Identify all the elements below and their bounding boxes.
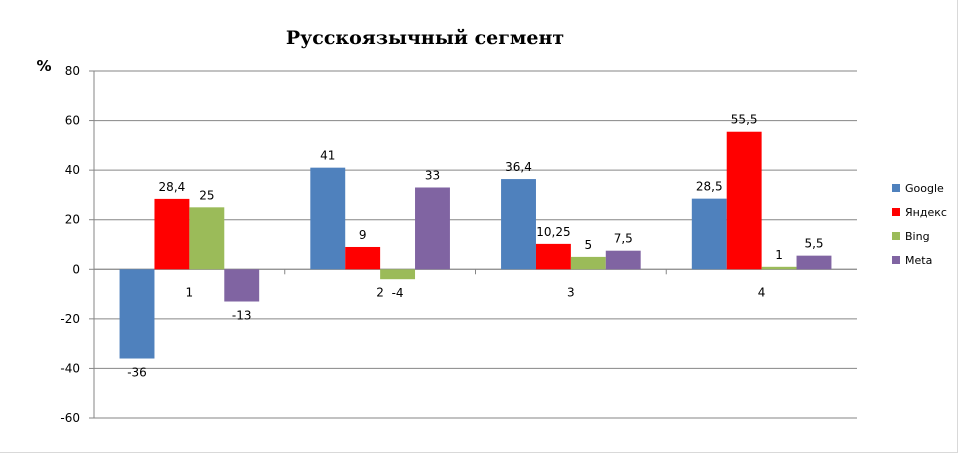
y-tick-label: 60	[65, 114, 80, 128]
bar-яндекс	[535, 243, 571, 270]
legend-label: Meta	[905, 254, 932, 267]
data-label: 41	[320, 149, 335, 163]
data-label: -36	[127, 366, 147, 380]
data-label: -13	[232, 309, 252, 323]
bar-meta	[224, 269, 260, 302]
data-label: 5,5	[804, 237, 823, 251]
legend-swatch	[892, 256, 900, 264]
data-label: 7,5	[614, 232, 633, 246]
y-tick-label: -40	[60, 361, 80, 375]
y-tick-label: -20	[60, 312, 80, 326]
y-axis-ticks: 80 60 40 20 0 -20 -40 -60	[60, 64, 80, 425]
y-axis-label: %	[36, 57, 51, 75]
data-label: -4	[392, 286, 404, 300]
y-tick-label: 20	[65, 213, 80, 227]
x-tick-label: 3	[567, 285, 575, 299]
data-label: 55,5	[731, 113, 758, 127]
data-label: 1	[775, 248, 783, 262]
bar-яндекс	[726, 131, 762, 270]
bar-google	[501, 179, 536, 270]
legend-swatch	[892, 208, 900, 216]
data-label: 28,4	[159, 180, 186, 194]
data-label: 25	[199, 188, 214, 202]
data-label: 33	[425, 168, 440, 182]
legend-label: Яндекс	[905, 206, 947, 219]
x-tick-label: 1	[186, 285, 194, 299]
data-label: 36,4	[505, 160, 532, 174]
legend-swatch	[892, 184, 900, 192]
bar-google	[310, 167, 346, 270]
data-label: 5	[585, 238, 593, 252]
legend: Google Яндекс Bing Meta	[892, 182, 947, 267]
legend-label: Bing	[905, 230, 930, 243]
data-label: 10,25	[536, 225, 570, 239]
legend-label: Google	[905, 182, 944, 195]
y-tick-label: 0	[72, 262, 80, 276]
bar-meta	[605, 250, 641, 270]
bar-meta	[415, 187, 450, 270]
x-tick-label: 4	[758, 285, 766, 299]
data-label: 9	[359, 228, 367, 242]
y-tick-label: 80	[65, 64, 80, 78]
bar-яндекс	[154, 198, 190, 270]
bar-google	[691, 198, 727, 270]
bar-bing	[570, 256, 606, 270]
bar-bing	[380, 269, 416, 280]
legend-swatch	[892, 232, 900, 240]
bar-яндекс	[345, 246, 381, 270]
y-tick-label: 40	[65, 163, 80, 177]
x-tick-label: 2	[376, 285, 384, 299]
bar-bing	[189, 207, 225, 270]
chart-title: Русскоязычный сегмент	[286, 27, 564, 49]
bar-meta	[796, 255, 832, 270]
y-tick-label: -60	[60, 411, 80, 425]
data-label: 28,5	[696, 180, 723, 194]
bar-bing	[761, 266, 797, 270]
bar-google	[119, 269, 155, 359]
bars	[119, 131, 832, 359]
x-axis-ticks: 1 2 3 4	[186, 285, 766, 299]
